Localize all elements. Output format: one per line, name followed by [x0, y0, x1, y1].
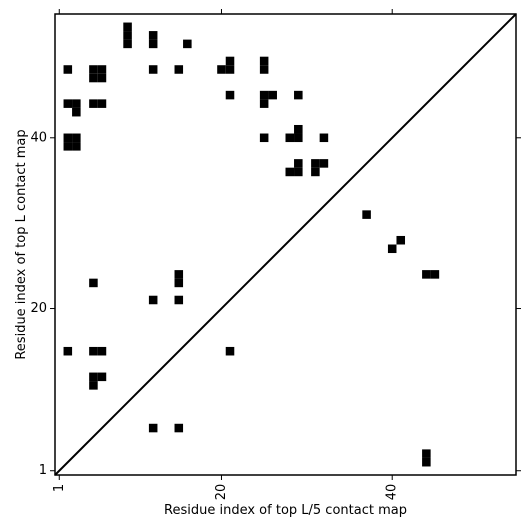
contact-cell	[225, 90, 235, 100]
contact-cell	[225, 346, 235, 356]
contact-cell	[123, 22, 132, 32]
contact-cell	[72, 107, 81, 117]
x-tick-label: 20	[214, 484, 229, 501]
contact-cell	[430, 270, 440, 279]
contact-cell	[387, 244, 397, 254]
contact-cell	[259, 133, 269, 143]
contact-cell	[174, 295, 184, 305]
contact-cell	[422, 457, 431, 467]
contact-cell	[183, 39, 192, 49]
contact-cells	[63, 22, 440, 467]
y-tick-label: 1	[39, 463, 47, 478]
contact-cell	[89, 278, 98, 288]
diagonal-line	[54, 13, 517, 476]
contact-cell	[148, 39, 158, 49]
contact-cell	[217, 65, 226, 74]
contact-cell	[123, 31, 132, 40]
contact-cell	[97, 73, 107, 83]
contact-cell	[294, 90, 303, 100]
y-tick-label: 20	[30, 301, 47, 316]
contact-cell	[225, 65, 235, 74]
contact-cell	[294, 124, 303, 134]
contact-cell	[89, 381, 98, 390]
contact-cell	[259, 65, 269, 74]
contact-cell	[63, 99, 73, 108]
contact-cell	[72, 142, 81, 151]
contact-cell	[259, 99, 269, 108]
contact-cell	[294, 133, 303, 143]
contact-cell	[311, 159, 320, 168]
contact-cell	[319, 159, 329, 168]
contact-cell	[294, 159, 303, 168]
contact-cell	[89, 346, 98, 356]
contact-cell	[148, 423, 158, 433]
contact-cell	[97, 99, 107, 108]
contact-cell	[148, 65, 158, 74]
contact-cell	[97, 372, 107, 382]
contact-cell	[422, 270, 431, 279]
contact-cell	[63, 142, 73, 151]
contact-cell	[148, 295, 158, 305]
contact-cell	[285, 133, 295, 143]
contact-cell	[97, 346, 107, 356]
axis-ticks: 1 20 40 1 20 40	[30, 9, 521, 500]
contact-cell	[97, 65, 107, 74]
contact-cell	[362, 210, 371, 219]
contact-cell	[89, 99, 98, 108]
contact-cell	[422, 449, 431, 458]
contact-cell	[72, 99, 81, 108]
contact-cell	[268, 90, 277, 100]
contact-cell	[63, 346, 73, 356]
contact-cell	[63, 65, 73, 74]
contact-cell	[294, 167, 303, 177]
plot-area-frame	[54, 13, 517, 476]
contact-cell	[285, 167, 295, 177]
contact-cell	[174, 423, 184, 433]
contact-cell	[89, 372, 98, 382]
x-tick-label: 1	[52, 484, 67, 492]
contact-cell	[63, 133, 73, 143]
x-axis-title: Residue index of top L/5 contact map	[164, 503, 407, 518]
y-axis-title: Residue index of top L contact map	[14, 129, 29, 359]
contact-cell	[174, 278, 184, 288]
contact-cell	[259, 56, 269, 66]
x-tick-label: 40	[385, 484, 400, 501]
contact-cell	[89, 65, 98, 74]
y-tick-label: 40	[30, 130, 47, 145]
contact-cell	[311, 167, 320, 177]
contact-cell	[225, 56, 235, 66]
contact-cell	[174, 65, 184, 74]
contact-cell	[259, 90, 269, 100]
contact-cell	[123, 39, 132, 49]
contact-cell	[72, 133, 81, 143]
contact-cell	[148, 31, 158, 40]
contact-cell	[89, 73, 98, 83]
contact-cell	[174, 270, 184, 279]
contact-cell	[319, 133, 329, 143]
contact-cell	[396, 235, 406, 245]
